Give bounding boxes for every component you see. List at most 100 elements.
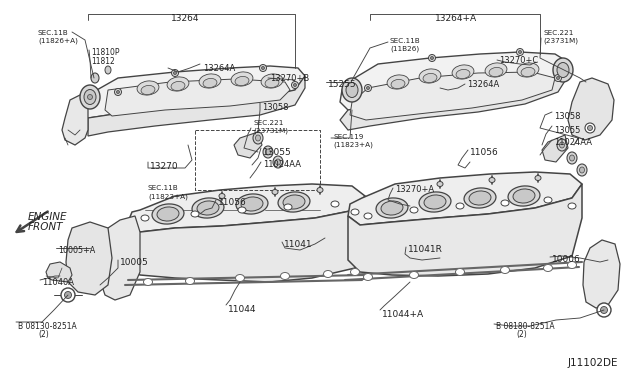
Ellipse shape <box>588 125 593 131</box>
Text: B 08130-8251A: B 08130-8251A <box>18 322 77 331</box>
Ellipse shape <box>535 176 541 180</box>
Text: SEC.221: SEC.221 <box>543 30 573 36</box>
Ellipse shape <box>167 77 189 91</box>
Text: J11102DE: J11102DE <box>568 358 618 368</box>
Ellipse shape <box>381 201 403 215</box>
Ellipse shape <box>219 193 225 199</box>
Text: B 08180-8251A: B 08180-8251A <box>496 322 555 331</box>
Ellipse shape <box>284 204 292 210</box>
Text: 11024AA: 11024AA <box>554 138 592 147</box>
Text: 11056: 11056 <box>470 148 499 157</box>
Text: 13270+B: 13270+B <box>270 74 309 83</box>
Ellipse shape <box>116 90 120 93</box>
Text: 10005+A: 10005+A <box>58 246 95 255</box>
Text: (2): (2) <box>38 330 49 339</box>
Ellipse shape <box>485 63 507 77</box>
Text: 11812: 11812 <box>91 57 115 66</box>
Ellipse shape <box>364 273 372 280</box>
Ellipse shape <box>521 67 535 77</box>
Ellipse shape <box>171 81 185 90</box>
Text: 13055: 13055 <box>554 126 580 135</box>
Ellipse shape <box>192 198 224 218</box>
Text: SEC.11B: SEC.11B <box>148 185 179 191</box>
Ellipse shape <box>236 275 244 282</box>
Ellipse shape <box>65 292 72 298</box>
Polygon shape <box>542 135 568 162</box>
Ellipse shape <box>554 74 561 81</box>
Ellipse shape <box>489 177 495 183</box>
Ellipse shape <box>518 51 522 54</box>
Ellipse shape <box>376 198 408 218</box>
Ellipse shape <box>317 187 323 192</box>
Ellipse shape <box>80 85 100 109</box>
Text: (11B26): (11B26) <box>390 46 419 52</box>
Text: (11823+A): (11823+A) <box>148 193 188 199</box>
Ellipse shape <box>429 55 435 61</box>
Text: 13055: 13055 <box>263 148 292 157</box>
Text: 15255: 15255 <box>328 80 356 89</box>
Ellipse shape <box>342 78 362 102</box>
Ellipse shape <box>157 207 179 221</box>
Ellipse shape <box>259 64 266 71</box>
Ellipse shape <box>266 149 271 155</box>
Ellipse shape <box>387 75 409 89</box>
Ellipse shape <box>456 203 464 209</box>
Ellipse shape <box>137 81 159 95</box>
Text: 11040A: 11040A <box>42 278 74 287</box>
Ellipse shape <box>346 83 358 97</box>
Text: 13264A: 13264A <box>203 64 236 73</box>
Text: (2): (2) <box>516 330 527 339</box>
Ellipse shape <box>236 194 268 214</box>
Ellipse shape <box>544 197 552 203</box>
Ellipse shape <box>283 195 305 209</box>
Polygon shape <box>88 76 305 136</box>
Ellipse shape <box>152 204 184 224</box>
Ellipse shape <box>501 200 509 206</box>
Ellipse shape <box>278 192 310 212</box>
Ellipse shape <box>410 207 418 213</box>
Ellipse shape <box>255 135 260 141</box>
Ellipse shape <box>231 72 253 86</box>
Polygon shape <box>78 66 305 118</box>
Polygon shape <box>234 132 262 158</box>
Text: SEC.11B: SEC.11B <box>38 30 68 36</box>
Ellipse shape <box>261 74 283 88</box>
Ellipse shape <box>597 303 611 317</box>
Ellipse shape <box>253 132 263 144</box>
Ellipse shape <box>235 76 249 86</box>
Ellipse shape <box>513 189 535 203</box>
Ellipse shape <box>199 74 221 88</box>
Ellipse shape <box>585 123 595 133</box>
Ellipse shape <box>456 269 465 276</box>
Ellipse shape <box>367 87 369 90</box>
Ellipse shape <box>143 279 152 285</box>
Ellipse shape <box>419 69 441 83</box>
Ellipse shape <box>172 70 179 77</box>
Ellipse shape <box>272 189 278 195</box>
Ellipse shape <box>424 195 446 209</box>
Text: SEC.119: SEC.119 <box>333 134 364 140</box>
Ellipse shape <box>273 156 283 168</box>
Text: 13264A: 13264A <box>467 80 499 89</box>
Text: 11044: 11044 <box>228 305 257 314</box>
Ellipse shape <box>141 215 149 221</box>
Ellipse shape <box>197 201 219 215</box>
Ellipse shape <box>173 71 177 74</box>
Ellipse shape <box>186 278 195 285</box>
Ellipse shape <box>543 264 552 272</box>
Text: (23731M): (23731M) <box>543 38 578 45</box>
Ellipse shape <box>294 83 296 87</box>
Text: (11823+A): (11823+A) <box>333 142 373 148</box>
Ellipse shape <box>557 77 559 80</box>
Ellipse shape <box>203 78 217 87</box>
Ellipse shape <box>331 201 339 207</box>
Text: (11826+A): (11826+A) <box>38 38 78 45</box>
Ellipse shape <box>105 66 111 74</box>
Polygon shape <box>66 222 112 295</box>
Ellipse shape <box>431 57 433 60</box>
Ellipse shape <box>280 273 289 279</box>
Ellipse shape <box>516 48 524 55</box>
Polygon shape <box>348 184 582 276</box>
Ellipse shape <box>600 307 607 314</box>
Ellipse shape <box>141 86 155 94</box>
